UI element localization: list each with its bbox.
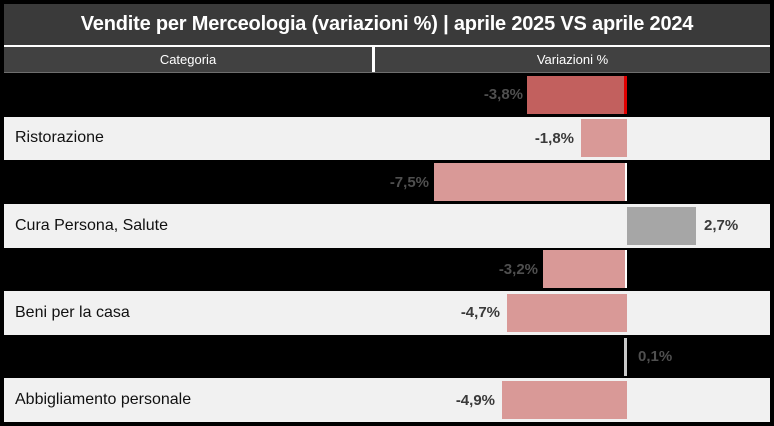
value-bar: [624, 337, 627, 376]
table-row: -7,5%: [4, 160, 770, 204]
value-label: -4,9%: [455, 391, 495, 409]
category-label: Cura Persona, Salute: [15, 216, 168, 234]
value-label: -3,8%: [483, 86, 523, 104]
value-bar: [581, 119, 627, 158]
value-bar: [507, 293, 627, 332]
bar-chart-rows: -3,8% Ristorazione -1,8% -7,5% Cura Persona,…: [4, 73, 770, 422]
value-bar: [502, 381, 627, 420]
table-row: Cura Persona, Salute 2,7%: [4, 203, 770, 248]
value-bar: [434, 163, 627, 202]
value-label: -7,5%: [389, 173, 429, 191]
table-row: Abbigliamento personale -4,9%: [4, 378, 770, 422]
category-label: Abbigliamento personale: [15, 391, 192, 409]
table-row: -3,8%: [4, 73, 770, 117]
table-header-row: Categoria Variazioni %: [4, 47, 770, 73]
category-label: Ristorazione: [15, 129, 104, 147]
table-row: 0,1%: [4, 334, 770, 379]
column-divider: [372, 47, 375, 72]
value-label: 0,1%: [638, 348, 673, 366]
value-bar: [627, 206, 696, 245]
value-label: -4,7%: [460, 304, 500, 322]
value-label: -3,2%: [498, 260, 538, 278]
column-header-categoria: Categoria: [159, 52, 217, 67]
table-row: Ristorazione -1,8%: [4, 116, 770, 161]
table-row: -3,2%: [4, 247, 770, 292]
value-label: -1,8%: [534, 129, 574, 147]
chart-title: Vendite per Merceologia (variazioni %) |…: [4, 4, 770, 47]
table-row: Beni per la casa -4,7%: [4, 291, 770, 335]
value-bar: [527, 75, 627, 114]
category-label: Beni per la casa: [15, 303, 130, 321]
value-bar: [543, 250, 627, 289]
value-label: 2,7%: [704, 217, 739, 235]
column-header-variazioni: Variazioni %: [536, 52, 609, 67]
